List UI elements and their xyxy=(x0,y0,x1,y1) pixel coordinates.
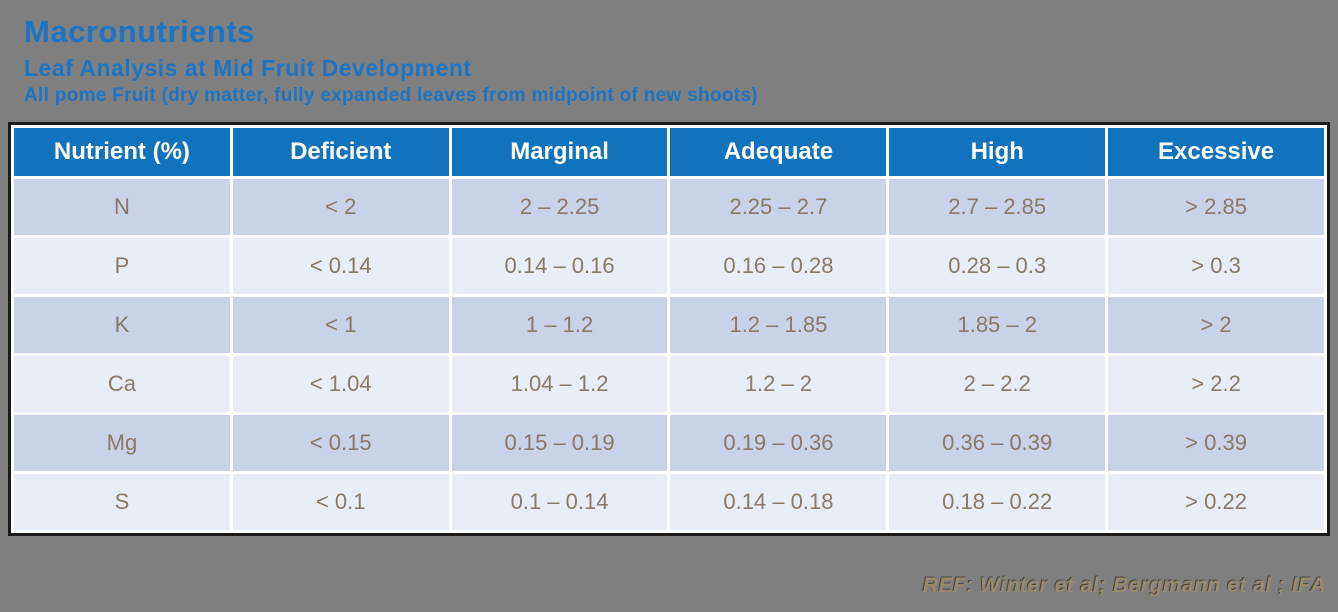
value-cell: < 0.1 xyxy=(232,474,449,531)
table-row-s: S < 0.1 0.1 – 0.14 0.14 – 0.18 0.18 – 0.22 > … xyxy=(14,474,1324,531)
value-cell: > 2.2 xyxy=(1108,356,1324,413)
value-cell: 2.7 – 2.85 xyxy=(889,179,1106,236)
value-cell: < 0.14 xyxy=(232,238,449,295)
value-cell: 0.19 – 0.36 xyxy=(670,415,887,472)
page-description: All pome Fruit (dry matter, fully expand… xyxy=(24,85,758,107)
value-cell: 0.14 – 0.16 xyxy=(451,238,668,295)
column-header-high: High xyxy=(889,128,1106,177)
value-cell: 1.2 – 1.85 xyxy=(670,297,887,354)
value-cell: 1.04 – 1.2 xyxy=(451,356,668,413)
column-header-nutrient: Nutrient (%) xyxy=(14,128,230,177)
value-cell: 0.28 – 0.3 xyxy=(889,238,1106,295)
value-cell: < 2 xyxy=(232,179,449,236)
value-cell: 2 – 2.2 xyxy=(889,356,1106,413)
column-header-excessive: Excessive xyxy=(1108,128,1324,177)
nutrient-cell: P xyxy=(14,238,230,295)
value-cell: 2.25 – 2.7 xyxy=(670,179,887,236)
value-cell: > 2 xyxy=(1108,297,1324,354)
nutrient-table: Nutrient (%) Deficient Marginal Adequate Hig… xyxy=(8,122,1330,537)
value-cell: > 0.3 xyxy=(1108,238,1324,295)
column-header-marginal: Marginal xyxy=(451,128,668,177)
value-cell: 0.1 – 0.14 xyxy=(451,474,668,531)
value-cell: 0.18 – 0.22 xyxy=(889,474,1106,531)
value-cell: 0.36 – 0.39 xyxy=(889,415,1106,472)
value-cell: < 1.04 xyxy=(232,356,449,413)
nutrient-cell: S xyxy=(14,474,230,531)
value-cell: > 2.85 xyxy=(1108,179,1324,236)
value-cell: 0.16 – 0.28 xyxy=(670,238,887,295)
value-cell: > 0.22 xyxy=(1108,474,1324,531)
table-row-mg: Mg < 0.15 0.15 – 0.19 0.19 – 0.36 0.36 – 0.3… xyxy=(14,415,1324,472)
title-block: Macronutrients Leaf Analysis at Mid Frui… xyxy=(0,0,1338,108)
column-header-adequate: Adequate xyxy=(670,128,887,177)
value-cell: < 0.15 xyxy=(232,415,449,472)
header-row: Nutrient (%) Deficient Marginal Adequate Hig… xyxy=(14,128,1324,177)
value-cell: 1.2 – 2 xyxy=(670,356,887,413)
reference-text: REF: Winter et al; Bergmann et al ; IFA xyxy=(922,574,1326,597)
value-cell: 0.15 – 0.19 xyxy=(451,415,668,472)
column-header-deficient: Deficient xyxy=(232,128,449,177)
value-cell: 1 – 1.2 xyxy=(451,297,668,354)
nutrient-cell: Ca xyxy=(14,356,230,413)
table-row-p: P < 0.14 0.14 – 0.16 0.16 – 0.28 0.28 – 0.3 >… xyxy=(14,238,1324,295)
page-subtitle: Leaf Analysis at Mid Fruit Development xyxy=(24,54,472,81)
nutrient-cell: K xyxy=(14,297,230,354)
nutrient-cell: N xyxy=(14,179,230,236)
nutrient-cell: Mg xyxy=(14,415,230,472)
value-cell: 1.85 – 2 xyxy=(889,297,1106,354)
value-cell: 2 – 2.25 xyxy=(451,179,668,236)
value-cell: > 0.39 xyxy=(1108,415,1324,472)
value-cell: 0.14 – 0.18 xyxy=(670,474,887,531)
value-cell: < 1 xyxy=(232,297,449,354)
table-header: Nutrient (%) Deficient Marginal Adequate Hig… xyxy=(14,128,1324,177)
page-title: Macronutrients xyxy=(24,14,255,49)
